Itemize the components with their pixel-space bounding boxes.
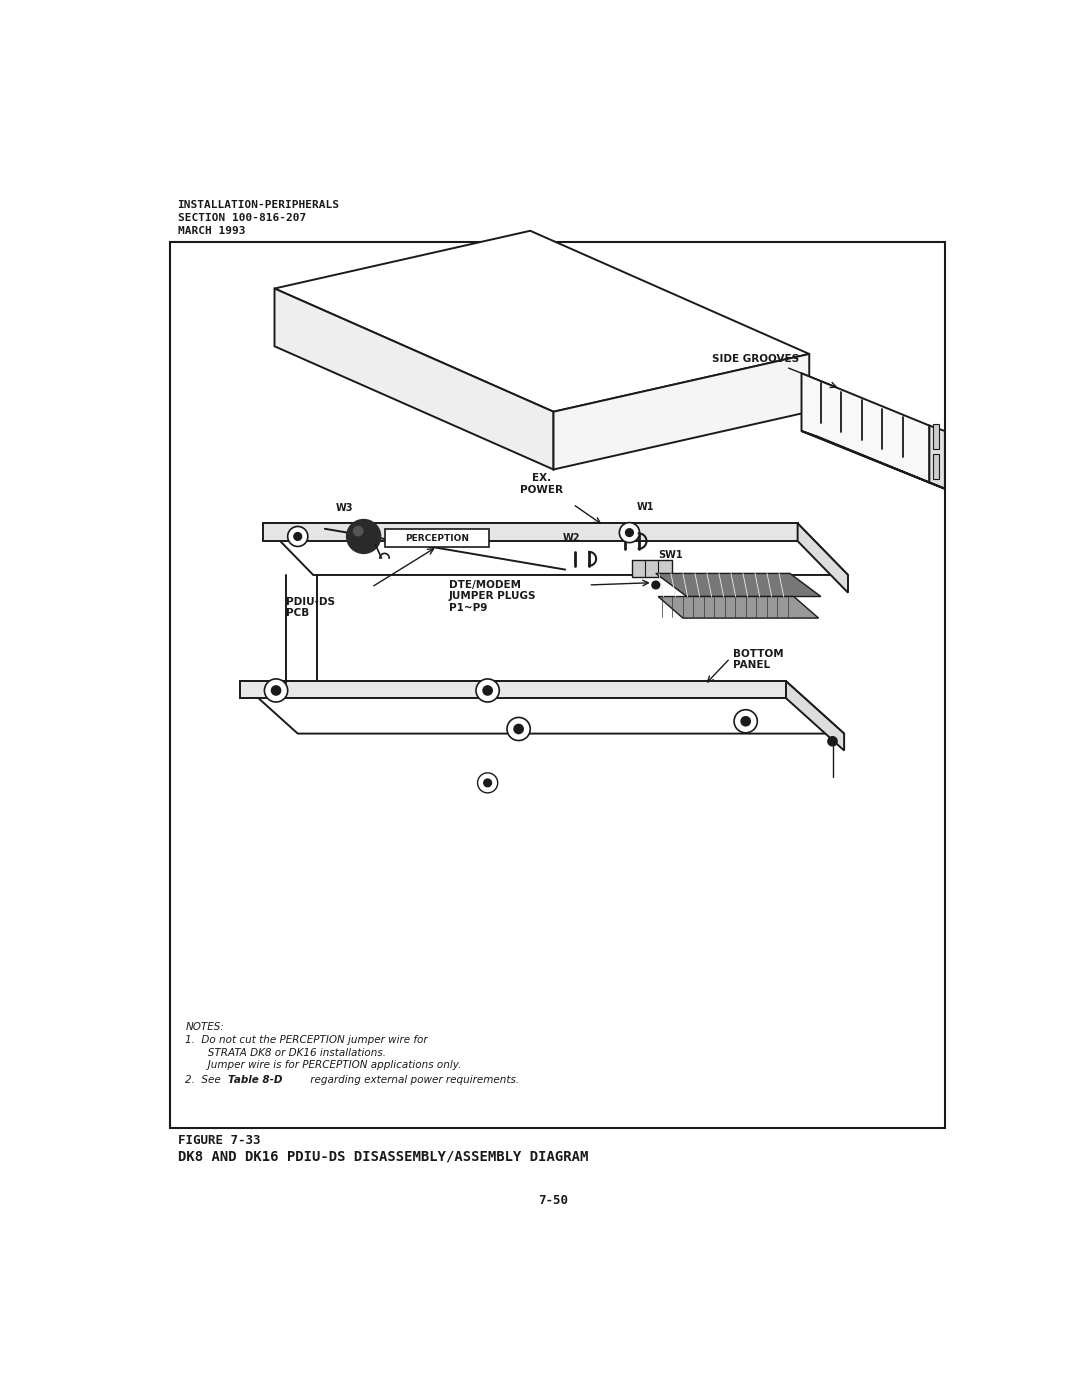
Circle shape: [347, 520, 380, 553]
Polygon shape: [933, 454, 940, 479]
Polygon shape: [262, 524, 798, 541]
Text: 7-50: 7-50: [539, 1194, 568, 1207]
Polygon shape: [274, 231, 809, 412]
Polygon shape: [262, 524, 848, 576]
Circle shape: [652, 581, 660, 588]
Text: PDIU-DS
PCB: PDIU-DS PCB: [286, 597, 335, 617]
Polygon shape: [933, 425, 940, 448]
Circle shape: [483, 686, 492, 696]
Circle shape: [271, 686, 281, 696]
Text: FIGURE 7-33: FIGURE 7-33: [177, 1134, 260, 1147]
FancyBboxPatch shape: [170, 242, 945, 1127]
Text: INSTALLATION-PERIPHERALS: INSTALLATION-PERIPHERALS: [177, 200, 339, 210]
Circle shape: [476, 679, 499, 703]
Circle shape: [484, 780, 491, 787]
Polygon shape: [798, 524, 848, 592]
Circle shape: [734, 710, 757, 733]
FancyBboxPatch shape: [386, 529, 489, 548]
Polygon shape: [554, 353, 809, 469]
Text: SW1: SW1: [658, 549, 683, 560]
Text: DK8 AND DK16 PDIU-DS DISASSEMBLY/ASSEMBLY DIAGRAM: DK8 AND DK16 PDIU-DS DISASSEMBLY/ASSEMBL…: [177, 1150, 588, 1164]
Text: Jumper wire is for PERCEPTION applications only.: Jumper wire is for PERCEPTION applicatio…: [186, 1060, 462, 1070]
Polygon shape: [801, 432, 945, 489]
Text: W3: W3: [336, 503, 353, 513]
Circle shape: [514, 725, 524, 733]
Circle shape: [507, 718, 530, 740]
Circle shape: [477, 773, 498, 793]
Polygon shape: [240, 682, 786, 698]
Text: SECTION 100-816-207: SECTION 100-816-207: [177, 214, 306, 224]
Polygon shape: [240, 682, 845, 733]
Text: STRATA DK8 or DK16 installations.: STRATA DK8 or DK16 installations.: [186, 1048, 387, 1058]
Text: BOTTOM
PANEL: BOTTOM PANEL: [733, 648, 784, 671]
Polygon shape: [658, 597, 819, 617]
Text: MARCH 1993: MARCH 1993: [177, 226, 245, 236]
Circle shape: [287, 527, 308, 546]
Text: NOTES:: NOTES:: [186, 1021, 225, 1031]
Circle shape: [294, 532, 301, 541]
Text: EX.
POWER: EX. POWER: [521, 474, 564, 495]
Circle shape: [265, 679, 287, 703]
Text: W2: W2: [563, 532, 580, 542]
Circle shape: [619, 522, 639, 542]
Circle shape: [353, 527, 363, 535]
Polygon shape: [930, 426, 945, 489]
Text: W1: W1: [637, 502, 654, 511]
Polygon shape: [786, 682, 845, 750]
Circle shape: [741, 717, 751, 726]
FancyBboxPatch shape: [632, 560, 672, 577]
Text: PERCEPTION: PERCEPTION: [405, 534, 469, 542]
Text: Table 8-D: Table 8-D: [228, 1076, 283, 1085]
Text: regarding external power requirements.: regarding external power requirements.: [307, 1076, 519, 1085]
Text: 1.  Do not cut the PERCEPTION jumper wire for: 1. Do not cut the PERCEPTION jumper wire…: [186, 1035, 428, 1045]
Circle shape: [828, 736, 837, 746]
Polygon shape: [656, 573, 821, 597]
Text: DTE/MODEM
JUMPER PLUGS
P1~P9: DTE/MODEM JUMPER PLUGS P1~P9: [449, 580, 537, 613]
Text: 2.  See: 2. See: [186, 1076, 225, 1085]
Polygon shape: [801, 373, 930, 482]
Circle shape: [625, 529, 633, 536]
Text: SIDE GROOVES: SIDE GROOVES: [713, 353, 799, 365]
Polygon shape: [274, 289, 554, 469]
